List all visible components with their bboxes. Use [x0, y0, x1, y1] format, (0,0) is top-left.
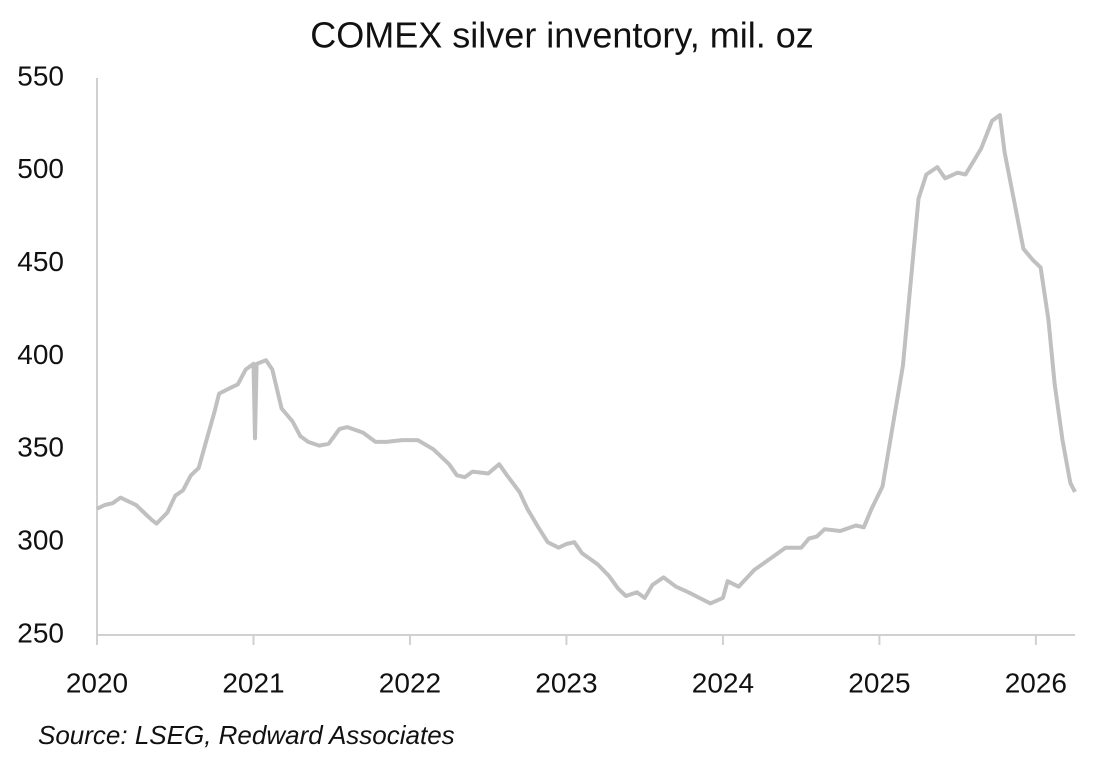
chart-title: COMEX silver inventory, mil. oz — [310, 15, 813, 56]
x-tick-label: 2023 — [535, 667, 597, 698]
y-tick-label: 550 — [17, 60, 64, 91]
y-tick-label: 350 — [17, 432, 64, 463]
x-tick-label: 2025 — [848, 667, 910, 698]
data-line — [96, 113, 1077, 606]
y-tick-label: 500 — [17, 153, 64, 184]
x-tick-label: 2021 — [222, 667, 284, 698]
y-tick-label: 300 — [17, 525, 64, 556]
x-tick-label: 2026 — [1005, 667, 1067, 698]
y-tick-label: 400 — [17, 339, 64, 370]
source-note: Source: LSEG, Redward Associates — [38, 720, 455, 750]
y-tick-label: 450 — [17, 246, 64, 277]
y-tick-label: 250 — [17, 617, 64, 648]
x-tick-label: 2022 — [379, 667, 441, 698]
x-tick-label: 2024 — [692, 667, 754, 698]
x-tick-label: 2020 — [66, 667, 128, 698]
